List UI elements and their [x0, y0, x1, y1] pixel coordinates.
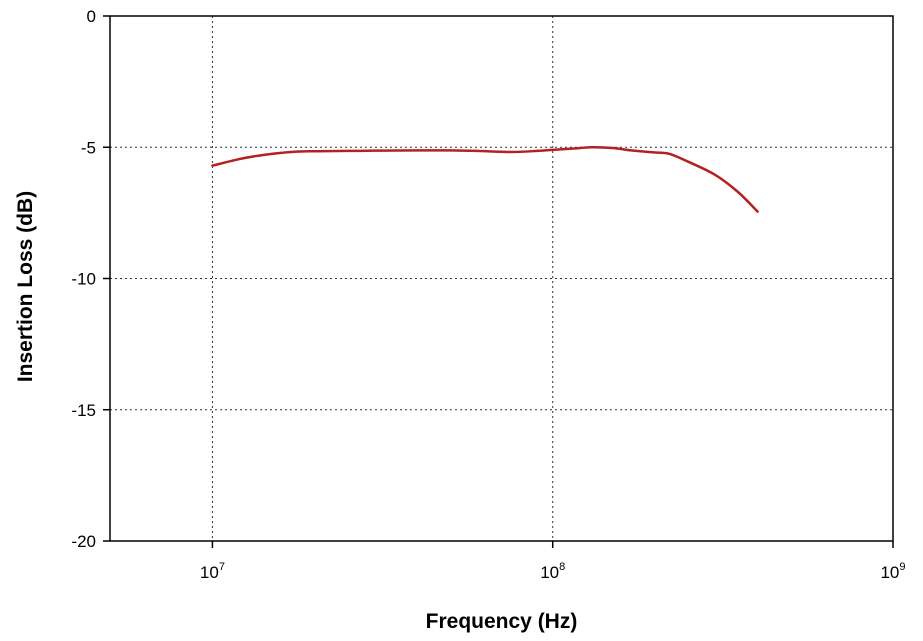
x-tick-label-exponent: 7	[219, 561, 225, 573]
x-tick-label-base: 10	[880, 563, 899, 582]
x-tick-label-base: 10	[540, 563, 559, 582]
series-layer	[211, 145, 759, 213]
insertion-loss-series-line	[211, 145, 759, 213]
y-tick-label: -15	[71, 401, 96, 420]
x-tick-label: 108	[540, 561, 565, 582]
x-axis-title: Frequency (Hz)	[426, 610, 578, 633]
x-tick-label: 109	[880, 561, 905, 582]
x-tick-label-exponent: 9	[899, 561, 905, 573]
tick-marks	[103, 15, 894, 548]
grid-lines	[110, 16, 893, 541]
y-axis-title: Insertion Loss (dB)	[14, 191, 37, 382]
y-tick-label: 0	[87, 7, 96, 26]
y-tick-labels: 0 -5 -10 -15 -20	[71, 7, 96, 551]
x-tick-label: 107	[200, 561, 225, 582]
y-tick-label: -5	[81, 138, 96, 157]
x-tick-label-base: 10	[200, 563, 219, 582]
y-tick-label: -20	[71, 532, 96, 551]
x-tick-labels: 107 108 109	[200, 561, 906, 582]
y-tick-label: -10	[71, 270, 96, 289]
x-tick-label-exponent: 8	[559, 561, 565, 573]
